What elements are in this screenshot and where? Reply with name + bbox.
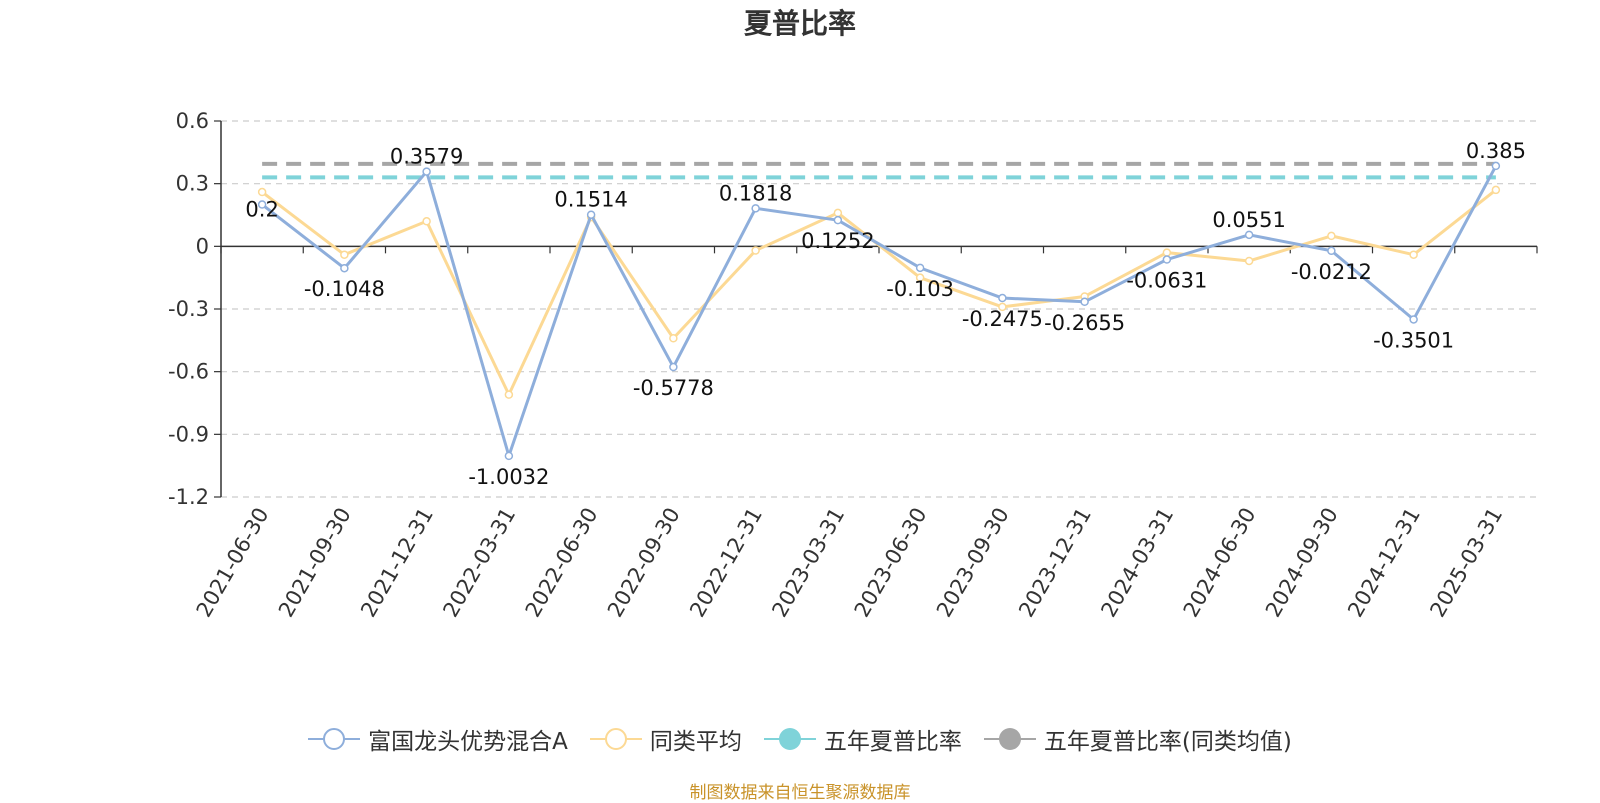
- fund-data-point[interactable]: [340, 263, 349, 273]
- fund-series-line: [261, 165, 1498, 458]
- x-tick-label: 2025-03-31: [1425, 504, 1507, 622]
- y-tick-label: -0.6: [168, 360, 209, 384]
- fund-data-label: -0.2475: [962, 307, 1043, 331]
- legend-five-year-sharpe-label: 五年夏普比率: [823, 729, 962, 755]
- legend-peer-average-label: 同类平均: [649, 729, 742, 755]
- source-note: 制图数据来自恒生聚源数据库: [689, 783, 911, 803]
- peer-average-data-point[interactable]: [669, 333, 678, 343]
- fund-data-label: 0.0551: [1212, 208, 1285, 232]
- y-tick-label: 0: [196, 234, 209, 258]
- fund-data-label: 0.2: [245, 198, 278, 222]
- x-tick-label: 2022-12-31: [685, 504, 767, 622]
- fund-data-point[interactable]: [1162, 255, 1172, 264]
- x-tick-label: 2024-12-31: [1343, 504, 1425, 622]
- legend-item-five-year-sharpe-peer[interactable]: 五年夏普比率(同类均值): [983, 722, 1292, 756]
- x-tick-label: 2023-09-30: [932, 504, 1014, 622]
- fund-data-label: 0.3579: [390, 145, 463, 169]
- peer-average-data-point[interactable]: [998, 302, 1007, 312]
- fund-data-point[interactable]: [833, 215, 843, 225]
- x-tick-label: 2023-12-31: [1014, 504, 1096, 622]
- legend-fund-label: 富国龙头优势混合A: [368, 729, 568, 755]
- peer-average-data-point[interactable]: [1244, 256, 1254, 266]
- peer-average-data-point[interactable]: [504, 390, 514, 399]
- fund-data-point[interactable]: [1327, 246, 1336, 256]
- fund-data-point[interactable]: [504, 451, 514, 461]
- fund-data-point[interactable]: [915, 263, 925, 273]
- fund-data-point[interactable]: [422, 167, 431, 176]
- x-tick-label: 2022-09-30: [603, 504, 685, 622]
- legend-item-five-year-sharpe[interactable]: 五年夏普比率: [763, 722, 962, 756]
- fund-data-label: -0.0212: [1291, 260, 1372, 284]
- fund-data-point[interactable]: [1080, 297, 1089, 307]
- legend-fund-line-icon: [308, 728, 361, 750]
- fund-data-label: -0.0631: [1126, 269, 1207, 293]
- peer-average-data-point[interactable]: [340, 250, 349, 259]
- fund-data-label: -0.103: [886, 277, 954, 301]
- legend-item-peer-average[interactable]: 同类平均: [589, 722, 742, 756]
- fund-data-label: -0.5778: [633, 376, 714, 400]
- peer-average-data-point[interactable]: [1409, 250, 1418, 259]
- fund-data-label: -0.3501: [1373, 328, 1454, 352]
- fund-data-point[interactable]: [751, 204, 760, 213]
- legend-five-year-sharpe-peer-label: 五年夏普比率(同类均值): [1043, 729, 1292, 755]
- legend-five-year-sharpe-icon: [763, 728, 816, 750]
- fund-data-point[interactable]: [257, 200, 267, 209]
- fund-data-point[interactable]: [1491, 161, 1501, 171]
- peer-average-data-point[interactable]: [751, 246, 760, 255]
- y-tick-label: 0.6: [176, 109, 209, 133]
- fund-data-label: -0.1048: [304, 277, 385, 301]
- peer-average-data-point[interactable]: [1162, 248, 1172, 257]
- x-tick-label: 2021-06-30: [192, 504, 274, 622]
- x-tick-label: 2024-06-30: [1179, 504, 1261, 622]
- peer-average-series-line: [261, 188, 1497, 397]
- fund-data-point[interactable]: [1409, 315, 1418, 324]
- y-tick-label: -1.2: [168, 485, 209, 509]
- x-tick-label: 2022-06-30: [521, 504, 603, 622]
- fund-data-point[interactable]: [1244, 230, 1254, 240]
- fund-data-label: 0.1818: [719, 181, 792, 205]
- x-tick-label: 2021-09-30: [274, 504, 356, 622]
- y-tick-label: 0.3: [176, 172, 209, 196]
- legend-item-fund[interactable]: 富国龙头优势混合A: [308, 722, 568, 756]
- peer-average-data-point[interactable]: [1491, 185, 1501, 195]
- peer-average-data-point[interactable]: [422, 217, 431, 226]
- peer-average-data-point[interactable]: [257, 187, 267, 197]
- fund-data-point[interactable]: [998, 293, 1007, 303]
- peer-average-data-point[interactable]: [1327, 231, 1336, 241]
- y-tick-label: -0.9: [168, 422, 209, 446]
- fund-data-label: 0.1252: [801, 229, 874, 253]
- fund-data-point[interactable]: [586, 210, 596, 219]
- fund-data-label: -1.0032: [468, 465, 549, 489]
- fund-data-point[interactable]: [669, 362, 678, 372]
- chart-legend: 富国龙头优势混合A 同类平均 五年夏普比率 五年夏普比率(同类均值): [0, 722, 1600, 756]
- peer-average-data-point[interactable]: [833, 208, 843, 218]
- x-tick-label: 2021-12-31: [356, 504, 438, 622]
- x-tick-label: 2023-06-30: [850, 504, 932, 622]
- fund-data-label: -0.2655: [1044, 311, 1125, 335]
- x-tick-label: 2024-03-31: [1096, 504, 1178, 622]
- x-tick-label: 2024-09-30: [1261, 504, 1343, 622]
- fund-data-label: 0.385: [1466, 139, 1526, 163]
- chart-title: 夏普比率: [743, 7, 856, 40]
- x-tick-label: 2023-03-31: [767, 504, 849, 622]
- legend-five-year-sharpe-peer-icon: [983, 728, 1036, 750]
- y-tick-label: -0.3: [168, 297, 209, 321]
- x-tick-label: 2022-03-31: [438, 504, 520, 622]
- peer-average-data-point[interactable]: [915, 273, 925, 282]
- fund-data-label: 0.1514: [554, 188, 627, 212]
- legend-peer-average-line-icon: [589, 728, 642, 750]
